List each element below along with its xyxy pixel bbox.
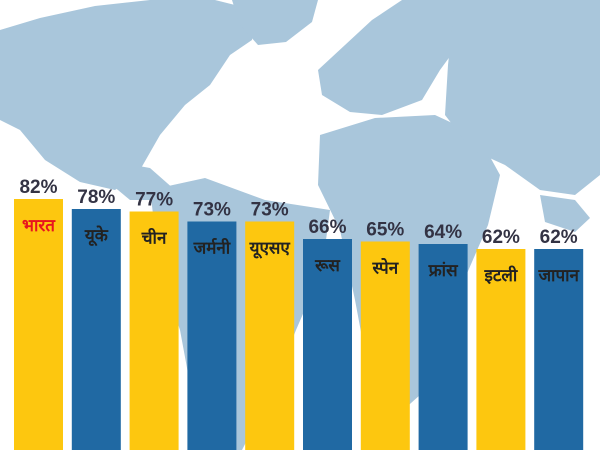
value-labels-group: 82% 78% 77% 73% 73% 66% 65% 64% 62% 62% — [19, 177, 577, 248]
category-label: फ्रांस — [428, 261, 460, 281]
bar — [129, 211, 179, 450]
bar — [303, 239, 352, 450]
value-label: 82% — [19, 177, 57, 198]
category-label: भारत — [22, 216, 56, 236]
category-label: रूस — [314, 256, 341, 276]
bar — [360, 241, 410, 450]
bar — [14, 199, 63, 450]
value-label: 64% — [424, 222, 462, 243]
bar — [187, 221, 237, 450]
category-label: यूके — [84, 225, 109, 247]
category-label: स्पेन — [371, 258, 398, 279]
bar — [534, 249, 584, 450]
value-label: 77% — [135, 190, 173, 211]
category-label: चीन — [141, 228, 167, 249]
value-label: 66% — [308, 217, 346, 238]
category-label: जापान — [537, 266, 579, 286]
category-labels-group: भारत यूके चीन जर्मनी यूएसए रूस स्पेन फ्रांस इटली… — [22, 216, 580, 286]
value-label: 73% — [251, 200, 289, 221]
value-label: 73% — [193, 200, 231, 221]
bar — [418, 244, 468, 450]
asia-landmass — [445, 0, 600, 195]
value-label: 78% — [77, 187, 115, 208]
category-label: जर्मनी — [193, 238, 231, 259]
value-label: 65% — [366, 220, 404, 241]
europe-landmass — [318, 0, 470, 115]
category-label: यूएसए — [249, 239, 291, 260]
bars-group — [14, 199, 584, 450]
north-america-landmass — [0, 0, 255, 190]
category-label: इटली — [483, 265, 517, 286]
southeast-asia-landmass — [540, 195, 590, 232]
greenland-landmass — [232, 0, 318, 45]
value-label: 62% — [482, 227, 520, 248]
value-label: 62% — [540, 227, 578, 248]
bar — [476, 249, 526, 450]
bar — [71, 209, 121, 450]
bar — [245, 221, 295, 450]
